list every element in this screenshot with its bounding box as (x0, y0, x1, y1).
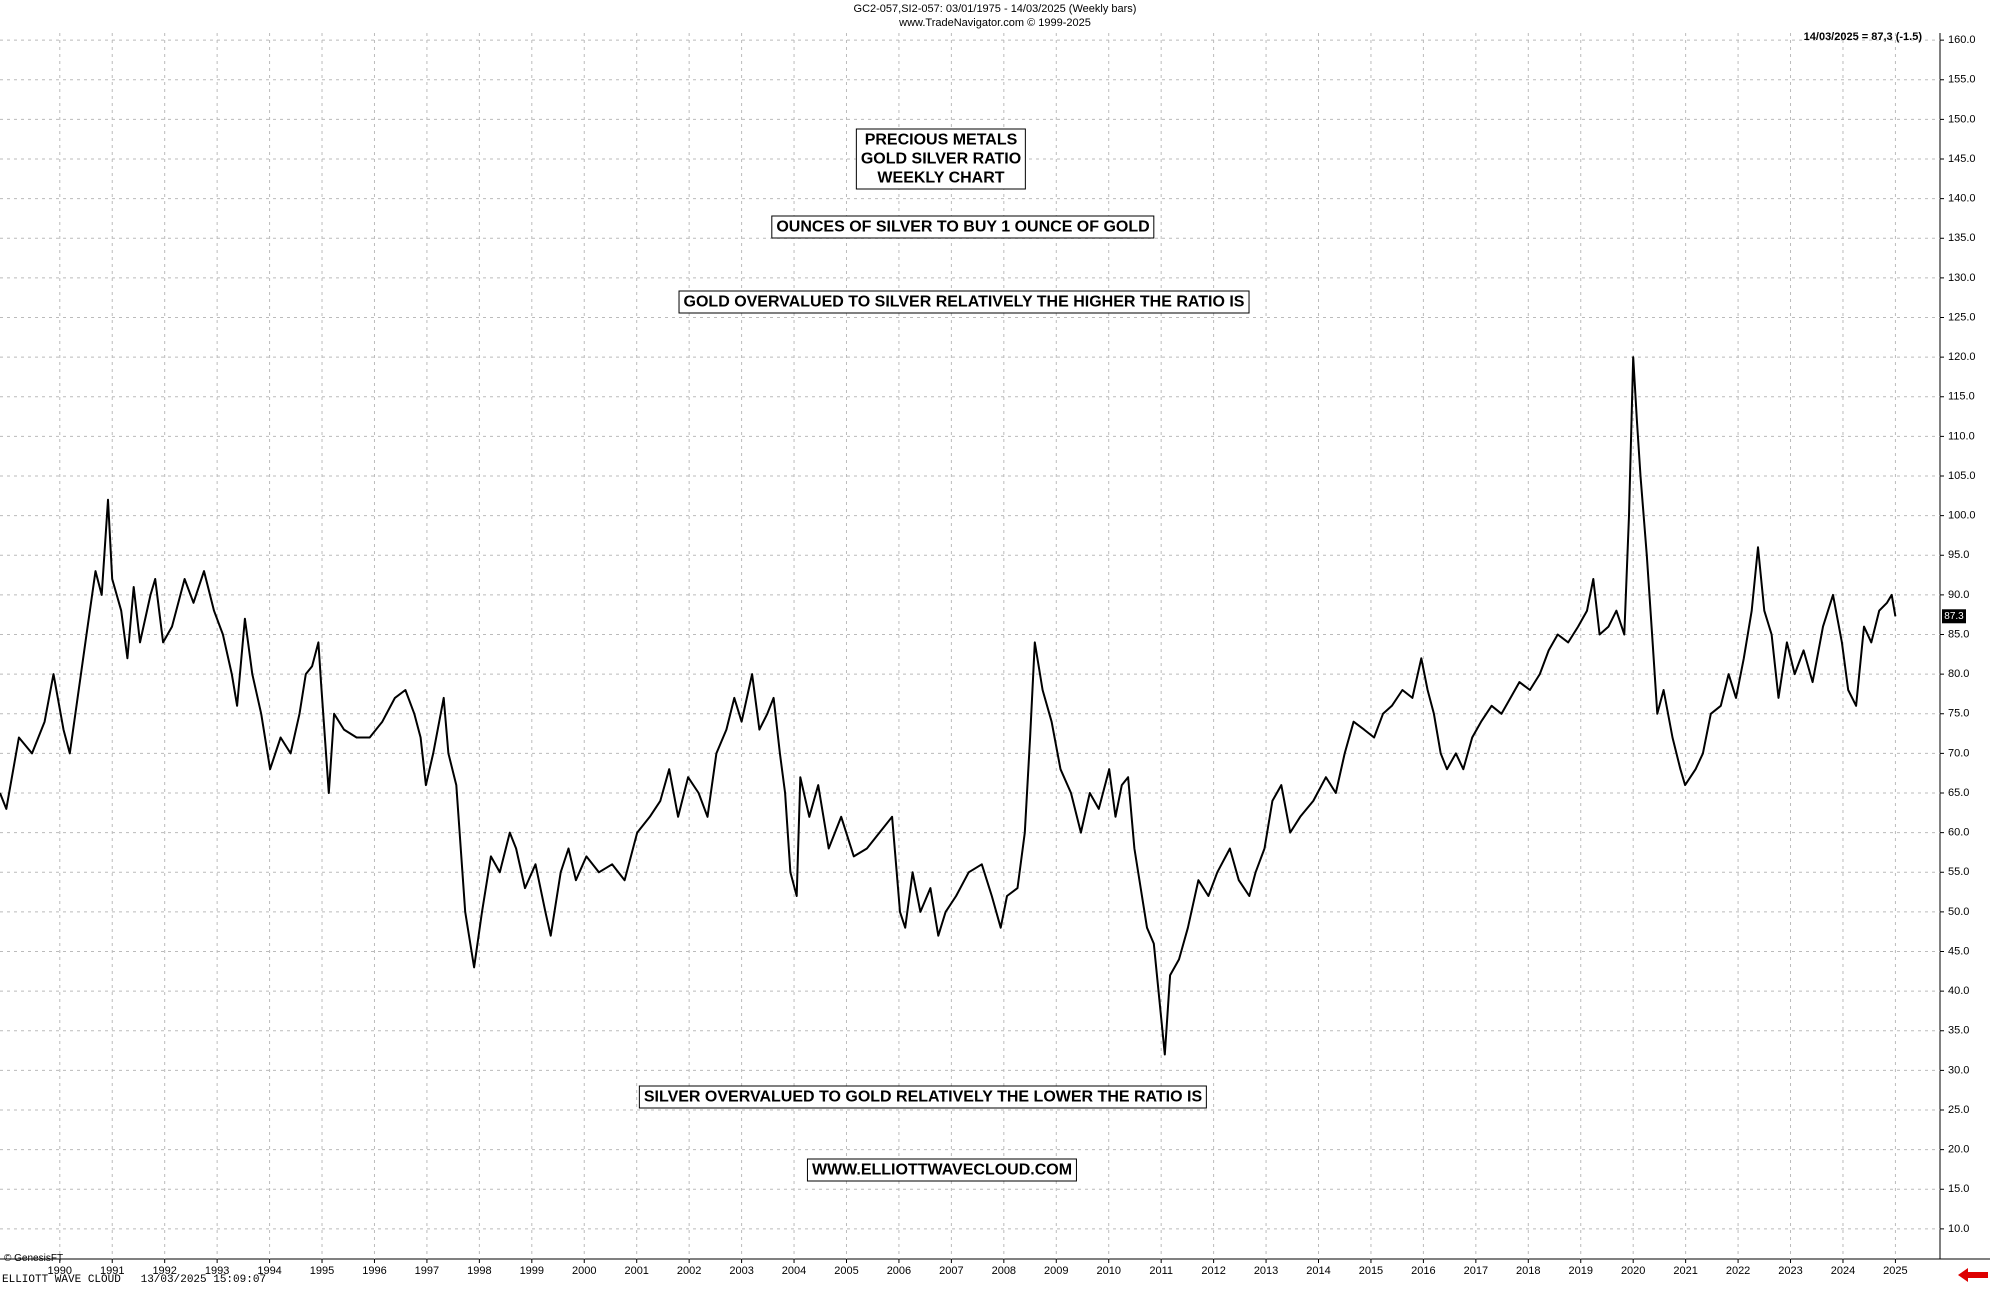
y-tick-label: 75.0 (1948, 708, 1969, 720)
x-tick-label: 2010 (1096, 1265, 1120, 1277)
x-tick-label: 1997 (415, 1265, 439, 1277)
title-box: PRECIOUS METALS GOLD SILVER RATIO WEEKLY… (855, 128, 1027, 190)
y-tick-label: 130.0 (1948, 272, 1976, 284)
last-value-label: 87.3 (1944, 611, 1964, 622)
x-tick-label: 1990 (48, 1265, 72, 1277)
x-tick-label: 2006 (887, 1265, 911, 1277)
y-tick-label: 20.0 (1948, 1144, 1969, 1156)
y-tick-label: 100.0 (1948, 510, 1976, 522)
annotation: OUNCES OF SILVER TO BUY 1 OUNCE OF GOLD (771, 215, 1155, 239)
y-tick-label: 160.0 (1948, 34, 1976, 46)
y-tick-label: 155.0 (1948, 74, 1976, 86)
x-tick-label: 2007 (939, 1265, 963, 1277)
x-tick-label: 2019 (1568, 1265, 1592, 1277)
y-tick-label: 40.0 (1948, 985, 1969, 997)
y-tick-label: 60.0 (1948, 827, 1969, 839)
x-tick-label: 2021 (1673, 1265, 1697, 1277)
last-value-note: 14/03/2025 = 87,3 (-1.5) (1803, 31, 1922, 43)
footer-credit: © GenesisFT (4, 1253, 64, 1264)
last-value-badge (1942, 609, 1966, 624)
y-tick-label: 90.0 (1948, 589, 1969, 601)
y-tick-label: 140.0 (1948, 193, 1976, 205)
x-tick-label: 2023 (1778, 1265, 1802, 1277)
scroll-arrow (1958, 1268, 1988, 1282)
x-tick-label: 2016 (1411, 1265, 1435, 1277)
x-tick-label: 2015 (1359, 1265, 1383, 1277)
x-tick-label: 2022 (1726, 1265, 1750, 1277)
x-tick-label: 2012 (1201, 1265, 1225, 1277)
footer-stamp: ELLIOTT WAVE CLOUD 13/03/2025 15:09:07 (2, 1274, 267, 1286)
x-tick-label: 2004 (782, 1265, 806, 1277)
y-tick-label: 80.0 (1948, 668, 1969, 680)
x-tick-label: 2001 (624, 1265, 648, 1277)
y-tick-label: 65.0 (1948, 787, 1969, 799)
x-tick-label: 2005 (834, 1265, 858, 1277)
header-line: www.TradeNavigator.com © 1999-2025 (899, 17, 1091, 29)
y-tick-label: 135.0 (1948, 232, 1976, 244)
y-tick-label: 125.0 (1948, 311, 1976, 323)
y-tick-label: 25.0 (1948, 1104, 1969, 1116)
x-tick-label: 1998 (467, 1265, 491, 1277)
y-tick-label: 15.0 (1948, 1183, 1969, 1195)
y-tick-label: 10.0 (1948, 1223, 1969, 1235)
x-tick-label: 2024 (1831, 1265, 1855, 1277)
title-line: GOLD SILVER RATIO (860, 150, 1022, 168)
x-tick-label: 2000 (572, 1265, 596, 1277)
annotation: WWW.ELLIOTTWAVECLOUD.COM (806, 1158, 1078, 1182)
x-tick-label: 1996 (362, 1265, 386, 1277)
y-tick-label: 120.0 (1948, 351, 1976, 363)
y-tick-label: 85.0 (1948, 628, 1969, 640)
x-tick-label: 2009 (1044, 1265, 1068, 1277)
y-tick-label: 30.0 (1948, 1064, 1969, 1076)
annotation: SILVER OVERVALUED TO GOLD RELATIVELY THE… (638, 1085, 1208, 1109)
x-tick-label: 1994 (257, 1265, 281, 1277)
y-tick-label: 55.0 (1948, 866, 1969, 878)
y-tick-label: 70.0 (1948, 747, 1969, 759)
x-tick-label: 2014 (1306, 1265, 1330, 1277)
y-tick-label: 50.0 (1948, 906, 1969, 918)
x-tick-label: 2011 (1149, 1265, 1173, 1277)
x-tick-label: 1992 (152, 1265, 176, 1277)
y-tick-label: 95.0 (1948, 549, 1969, 561)
x-tick-label: 1993 (205, 1265, 229, 1277)
y-tick-label: 35.0 (1948, 1025, 1969, 1037)
y-tick-label: 110.0 (1948, 430, 1975, 442)
x-tick-label: 2025 (1883, 1265, 1907, 1277)
x-tick-label: 2013 (1254, 1265, 1278, 1277)
x-tick-label: 2018 (1516, 1265, 1540, 1277)
x-tick-label: 2017 (1464, 1265, 1488, 1277)
series-line (0, 356, 1897, 1056)
annotation: GOLD OVERVALUED TO SILVER RELATIVELY THE… (678, 290, 1250, 314)
x-tick-label: 2020 (1621, 1265, 1645, 1277)
y-tick-label: 150.0 (1948, 113, 1976, 125)
y-tick-label: 105.0 (1948, 470, 1976, 482)
x-tick-label: 1991 (100, 1265, 124, 1277)
x-tick-label: 2002 (677, 1265, 701, 1277)
header-line: GC2-057,SI2-057: 03/01/1975 - 14/03/2025… (853, 3, 1137, 15)
x-tick-label: 2003 (729, 1265, 753, 1277)
y-tick-label: 45.0 (1948, 945, 1969, 957)
y-tick-label: 145.0 (1948, 153, 1976, 165)
x-tick-label: 1999 (520, 1265, 544, 1277)
x-tick-label: 1995 (310, 1265, 334, 1277)
y-tick-label: 115.0 (1948, 391, 1975, 403)
title-line: WEEKLY CHART (877, 169, 1005, 187)
title-line: PRECIOUS METALS (864, 131, 1018, 149)
x-tick-label: 2008 (992, 1265, 1016, 1277)
